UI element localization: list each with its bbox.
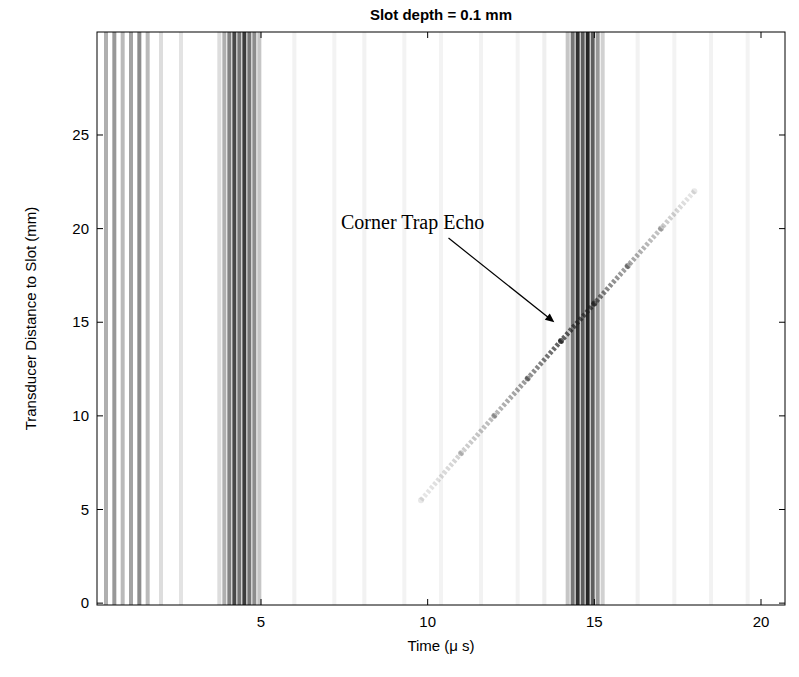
band-stripe — [257, 32, 261, 605]
band-stripe — [104, 32, 108, 605]
y-tick-right — [779, 415, 785, 416]
band-stripe — [159, 32, 163, 605]
y-tick — [97, 322, 103, 323]
y-tick-label: 25 — [72, 126, 89, 143]
annotation-arrow — [448, 238, 549, 318]
y-tick-right — [779, 509, 785, 510]
x-tick-label: 5 — [257, 613, 265, 630]
band-stripe — [596, 32, 600, 605]
x-tick-top — [594, 32, 595, 38]
y-tick-label: 20 — [72, 220, 89, 237]
band-stripe — [237, 32, 241, 605]
echo-point — [458, 450, 464, 456]
y-tick-label: 10 — [72, 407, 89, 424]
band-stripe — [479, 32, 483, 605]
band-stripe — [402, 32, 406, 605]
y-tick — [97, 509, 103, 510]
x-tick-top — [761, 32, 762, 38]
y-tick-right — [779, 603, 785, 604]
band-stripe — [601, 32, 605, 605]
band-stripe — [586, 32, 590, 605]
echo-point — [491, 413, 497, 419]
x-tick — [261, 599, 262, 605]
band-stripe — [542, 32, 546, 605]
plot-frame — [97, 32, 785, 605]
y-tick-right — [779, 228, 785, 229]
band-stripe — [332, 32, 336, 605]
x-tick-label: 10 — [419, 613, 436, 630]
band-stripe — [129, 32, 133, 605]
band-stripe — [252, 32, 256, 605]
chart: 5 10 15 20 0 5 10 15 20 25 Slot depth = 0.1 mm Time… — [0, 0, 799, 677]
band-stripe — [217, 32, 221, 605]
echo-point — [691, 188, 697, 194]
echo-point — [558, 338, 564, 344]
band-stripe — [121, 32, 125, 605]
x-tick — [427, 599, 428, 605]
band-stripe — [146, 32, 150, 605]
x-tick — [761, 599, 762, 605]
y-axis-title: Transducer Distance to Slot (mm) — [22, 207, 39, 431]
y-tick — [97, 134, 103, 135]
y-tick — [97, 415, 103, 416]
y-tick-label: 5 — [81, 501, 89, 518]
band-stripe — [362, 32, 366, 605]
band-stripe — [227, 32, 231, 605]
band-stripe — [636, 32, 640, 605]
band-stripe — [179, 32, 183, 605]
echo-line — [421, 191, 694, 500]
band-stripe — [112, 32, 116, 605]
y-tick-label: 0 — [81, 594, 89, 611]
band-stripe — [516, 32, 520, 605]
annotation-arrowhead — [545, 314, 555, 323]
x-axis-title: Time (μ s) — [407, 637, 474, 654]
band-stripe — [571, 32, 575, 605]
band-stripe — [566, 32, 570, 605]
title: Slot depth = 0.1 mm — [370, 6, 512, 23]
annotation-text: Corner Trap Echo — [341, 211, 484, 234]
band-stripe — [222, 32, 226, 605]
band-stripe — [709, 32, 713, 605]
plot-marks — [104, 32, 750, 605]
x-tick-label: 15 — [586, 613, 603, 630]
echo-point — [418, 497, 424, 503]
x-tick-top — [427, 32, 428, 38]
y-tick-right — [779, 322, 785, 323]
y-tick — [97, 603, 103, 604]
plot-background — [97, 32, 785, 605]
x-tick — [594, 599, 595, 605]
band-stripe — [746, 32, 750, 605]
band-stripe — [591, 32, 595, 605]
band-stripe — [232, 32, 236, 605]
x-tick-top — [261, 32, 262, 38]
echo-point — [658, 226, 664, 232]
x-tick-label: 20 — [753, 613, 770, 630]
echo-point — [591, 301, 597, 307]
y-tick-right — [779, 134, 785, 135]
band-stripe — [137, 32, 141, 605]
y-tick — [97, 228, 103, 229]
echo-point — [525, 375, 531, 381]
band-stripe — [672, 32, 676, 605]
echo-point — [625, 263, 631, 269]
band-stripe — [242, 32, 246, 605]
band-stripe — [292, 32, 296, 605]
band-stripe — [439, 32, 443, 605]
y-tick-label: 15 — [72, 313, 89, 330]
band-stripe — [247, 32, 251, 605]
